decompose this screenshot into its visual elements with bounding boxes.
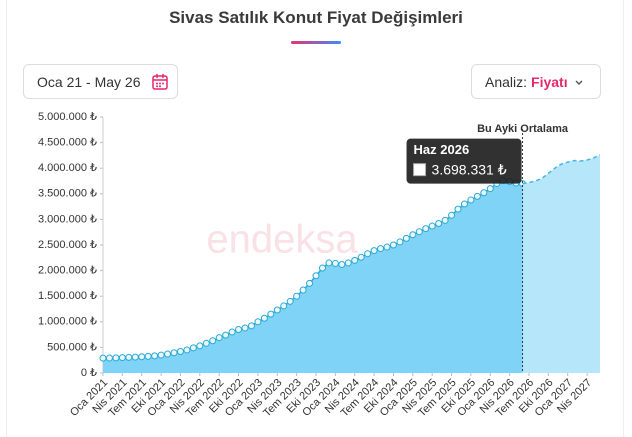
point (241, 324, 249, 332)
point (99, 354, 107, 362)
y-tick-label: 5.000.000 ₺ (38, 111, 97, 123)
point (138, 353, 146, 361)
point (338, 260, 346, 268)
point (325, 259, 333, 267)
point (460, 200, 468, 208)
calendar-icon (151, 73, 168, 90)
point (402, 234, 410, 242)
chevron-icon (575, 80, 583, 85)
point (105, 354, 113, 362)
point (235, 325, 243, 333)
point (183, 346, 191, 354)
point (473, 192, 481, 200)
date-picker[interactable]: Oca 21 - May 26 (23, 64, 178, 99)
point (389, 241, 397, 249)
area (522, 154, 600, 373)
point (151, 352, 159, 360)
point (454, 205, 462, 213)
y-tick-label: 4.000.000 ₺ (38, 162, 97, 174)
point (125, 353, 133, 361)
point (486, 185, 494, 193)
point (131, 353, 139, 361)
point (364, 250, 372, 258)
point (112, 354, 120, 362)
point (377, 245, 385, 253)
analysis-value: Fiyatı (531, 73, 568, 90)
point (254, 318, 262, 326)
point (357, 253, 365, 261)
point (383, 243, 391, 251)
point (222, 331, 230, 339)
point (396, 238, 404, 246)
line (522, 154, 601, 185)
point (247, 322, 255, 330)
tooltip-box (406, 138, 522, 184)
y-tick-label: 4.500.000 ₺ (38, 137, 97, 149)
point (299, 286, 307, 294)
y-tick-label: 3.000.000 ₺ (38, 213, 97, 225)
point (202, 339, 210, 347)
point (189, 344, 197, 352)
point (467, 196, 475, 204)
y-tick-label: 2.000.000 ₺ (38, 265, 97, 277)
point (118, 354, 126, 362)
analysis-dropdown[interactable]: Analiz: Fiyatı (471, 64, 601, 99)
tooltip: Haz 2026 3.698.331 ₺ (406, 138, 522, 184)
y-tick-label: 1.000.000 ₺ (38, 316, 97, 328)
point (157, 351, 165, 359)
point (435, 219, 443, 227)
tooltip-title: Haz 2026 (414, 142, 470, 157)
point (209, 337, 217, 345)
point (441, 216, 449, 224)
point (306, 279, 314, 287)
point (422, 225, 430, 233)
point (318, 264, 326, 272)
point (312, 272, 320, 280)
point (409, 231, 417, 239)
point (428, 222, 436, 230)
card (6, 0, 624, 437)
point (176, 347, 184, 355)
date-range: Oca 21 - May 26 (37, 73, 141, 90)
point (215, 334, 223, 342)
point (267, 310, 275, 318)
area (103, 180, 523, 373)
point (370, 247, 378, 255)
point (286, 297, 294, 305)
y-tick-label: 2.500.000 ₺ (38, 239, 97, 251)
point (273, 306, 281, 314)
point (144, 352, 152, 360)
page-title: Sivas Satılık Konut Fiyat Değişimleri (169, 8, 463, 27)
y-tick-label: 0 ₺ (81, 367, 97, 379)
title-underline (291, 41, 341, 44)
point (448, 211, 456, 219)
watermark: endeksa (206, 218, 358, 262)
annotation: Bu Ayki Ortalama (477, 123, 569, 135)
point (331, 259, 339, 267)
point (480, 189, 488, 197)
y-tick-label: 3.500.000 ₺ (38, 188, 97, 200)
analysis-label: Analiz: (485, 73, 528, 90)
tooltip-swatch (413, 163, 427, 177)
y-tick-label: 1.500.000 ₺ (38, 290, 97, 302)
point (228, 328, 236, 336)
point (280, 302, 288, 310)
y-tick-label: 500.000 ₺ (47, 341, 97, 353)
point (196, 342, 204, 350)
point (415, 228, 423, 236)
point (260, 314, 268, 322)
point (351, 256, 359, 264)
point (170, 349, 178, 357)
point (344, 259, 352, 267)
point (293, 292, 301, 300)
point (164, 350, 172, 358)
tooltip-value: 3.698.331 ₺ (432, 161, 507, 177)
